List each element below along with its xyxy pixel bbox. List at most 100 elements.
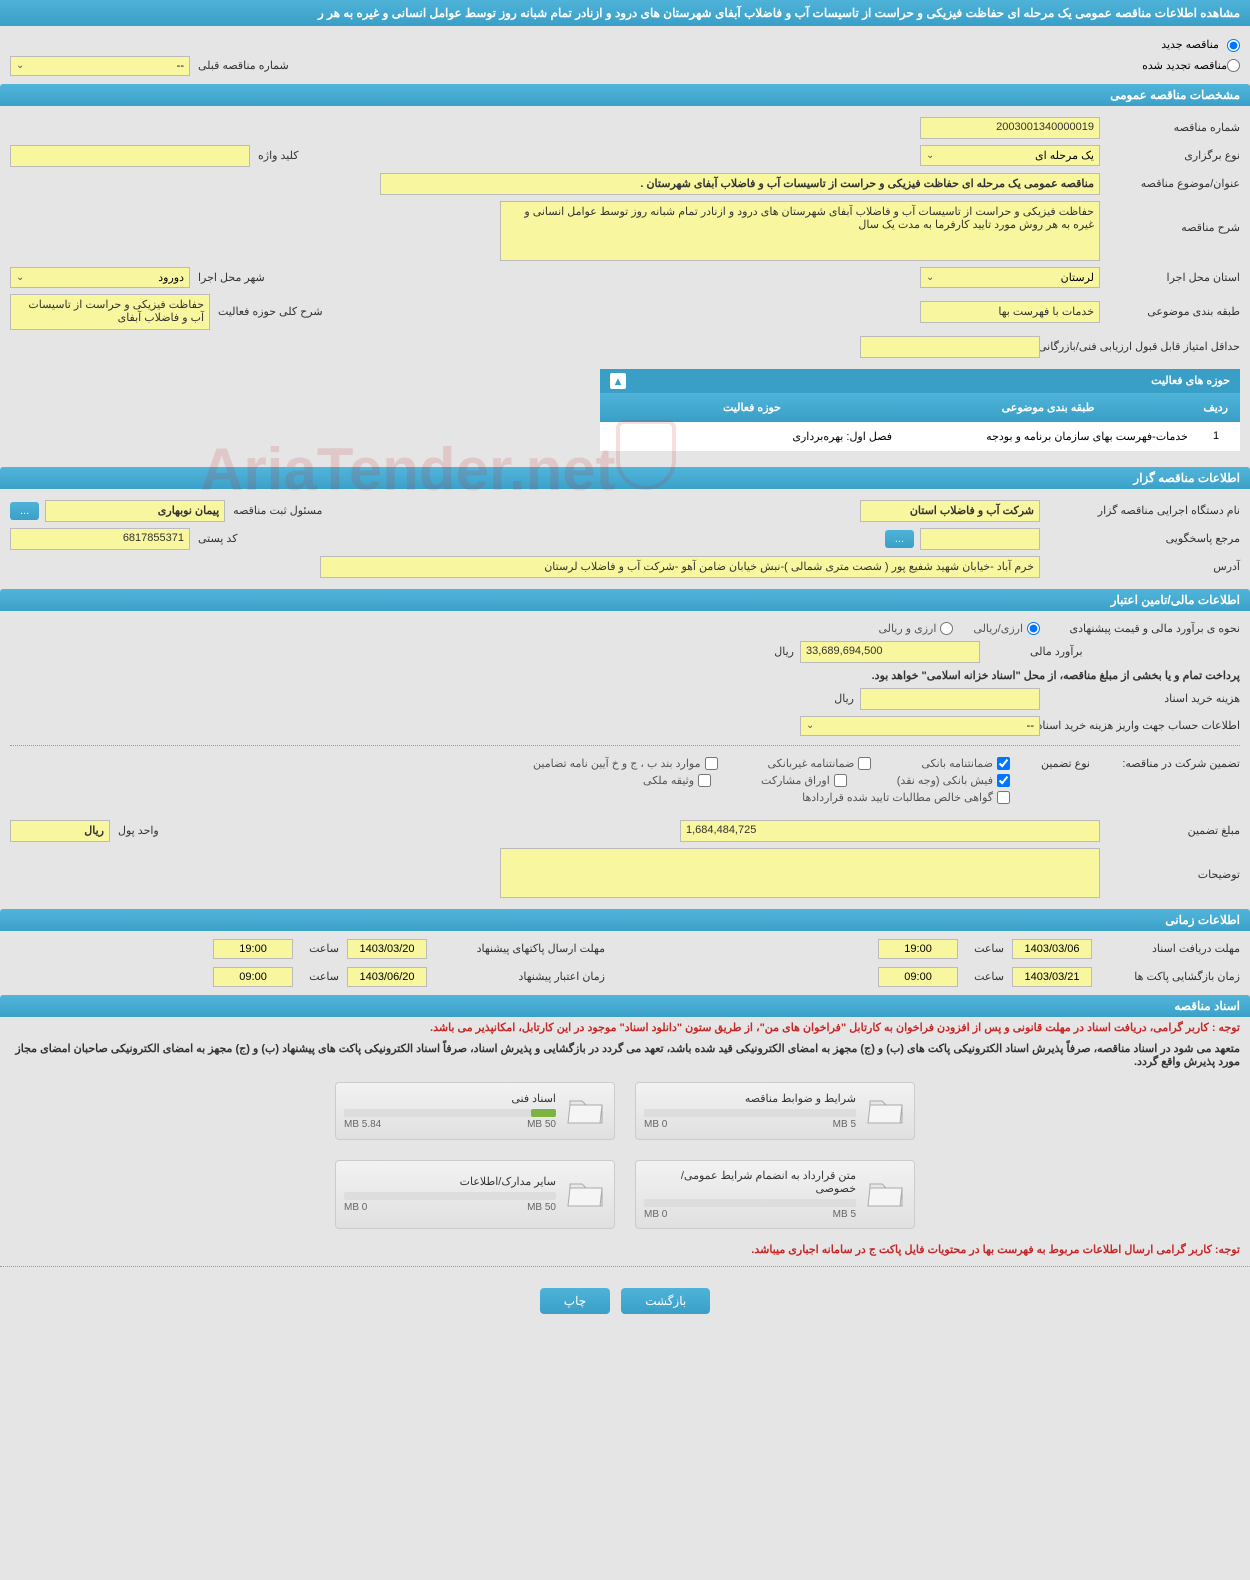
account-info-label: اطلاعات حساب جهت واریز هزینه خرید اسناد (1040, 719, 1240, 732)
file2-title: اسناد فنی (344, 1092, 556, 1105)
reg-officer-label: مسئول ثبت مناقصه (225, 504, 322, 517)
responder-more-button[interactable]: ... (885, 530, 914, 548)
minimize-icon[interactable]: ▴ (610, 373, 626, 389)
chevron-down-icon: ⌄ (16, 272, 24, 283)
send-time: 19:00 (213, 939, 293, 959)
province-dropdown[interactable]: لرستان ⌄ (920, 267, 1100, 288)
notice2: متعهد می شود در اسناد مناقصه، صرفاً پذیر… (0, 1038, 1250, 1072)
min-score-field[interactable] (860, 336, 1040, 358)
folder-icon (866, 1091, 906, 1131)
unit-field: ریال (10, 820, 110, 842)
org-name-field: شرکت آب و فاضلاب استان (860, 500, 1040, 522)
address-label: آدرس (1040, 560, 1240, 573)
guarantee-amount-label: مبلغ تضمین (1100, 824, 1240, 837)
file-card-other[interactable]: سایر مدارک/اطلاعات 50 MB0 MB (335, 1160, 615, 1229)
org-name-label: نام دستگاه اجرایی مناقصه گزار (1040, 504, 1240, 517)
cb-cases[interactable] (705, 757, 718, 770)
treasury-note: پرداخت تمام و یا بخشی از مبلغ مناقصه، از… (872, 669, 1240, 682)
tender-number-field: 2003001340000019 (920, 117, 1100, 139)
cb-securities[interactable] (834, 774, 847, 787)
timing-header: اطلاعات زمانی (0, 909, 1250, 931)
documents-header: اسناد مناقصه (0, 995, 1250, 1017)
col-category: طبقه بندی موضوعی (900, 397, 1196, 418)
chevron-down-icon: ⌄ (926, 150, 934, 161)
organizer-header: اطلاعات مناقصه گزار (0, 467, 1250, 489)
cb-bank-receipt[interactable] (997, 774, 1010, 787)
account-info-dropdown[interactable]: -- ⌄ (800, 716, 1040, 736)
validity-label: زمان اعتبار پیشنهاد (435, 970, 605, 983)
time-label-3: ساعت (966, 970, 1004, 983)
doc-price-unit: ریال (828, 692, 860, 705)
province-label: استان محل اجرا (1100, 271, 1240, 284)
renewal-tender-radio[interactable] (1227, 59, 1240, 72)
cb-contract-claims[interactable] (997, 791, 1010, 804)
postal-code-label: کد پستی (190, 532, 237, 545)
new-tender-label: مناقصه جدید (1161, 39, 1219, 51)
receive-deadline-label: مهلت دریافت اسناد (1100, 942, 1240, 955)
new-tender-radio[interactable] (1227, 39, 1240, 52)
cb-property[interactable] (698, 774, 711, 787)
receive-time: 19:00 (878, 939, 958, 959)
table-row: 1 خدمات-فهرست بهای سازمان برنامه و بودجه… (600, 422, 1240, 451)
keyword-field[interactable] (10, 145, 250, 167)
responder-label: مرجع پاسخگویی (1040, 532, 1240, 545)
prev-number-dropdown[interactable]: -- ⌄ (10, 56, 190, 76)
row-num: 1 (1196, 428, 1236, 445)
file4-used: 0 MB (344, 1202, 367, 1213)
file1-max: 5 MB (833, 1119, 856, 1130)
validity-date: 1403/06/20 (347, 967, 427, 987)
tender-number-label: شماره مناقصه (1100, 121, 1240, 134)
title-label: عنوان/موضوع مناقصه (1100, 177, 1240, 190)
participation-label: تضمین شرکت در مناقصه: (1090, 755, 1240, 770)
cb-bank-guarantee[interactable] (997, 757, 1010, 770)
folder-icon (566, 1174, 606, 1214)
postal-code-field: 6817855371 (10, 528, 190, 550)
time-label: ساعت (966, 942, 1004, 955)
reg-officer-field: پیمان نوبهاری (45, 500, 225, 522)
renewal-tender-label: مناقصه تجدید شده (1142, 59, 1227, 72)
validity-time: 09:00 (213, 967, 293, 987)
file3-used: 0 MB (644, 1209, 667, 1220)
folder-icon (566, 1091, 606, 1131)
folder-icon (866, 1174, 906, 1214)
more-button[interactable]: ... (10, 502, 39, 520)
file-card-technical[interactable]: اسناد فنی 50 MB5.84 MB (335, 1082, 615, 1140)
desc-label: شرح مناقصه (1100, 201, 1240, 234)
notes-field[interactable] (500, 848, 1100, 898)
file1-used: 0 MB (644, 1119, 667, 1130)
min-score-label: حداقل امتیاز قابل قبول ارزیابی فنی/بازرگ… (1040, 340, 1240, 353)
currency-radio[interactable] (940, 622, 953, 635)
guarantee-type-label: نوع تضمین (1010, 755, 1090, 770)
holding-type-dropdown[interactable]: یک مرحله ای ⌄ (920, 145, 1100, 166)
category-label: طبقه بندی موضوعی (1100, 305, 1240, 318)
activity-scope-field: حفاظت فیزیکی و حراست از تاسیسات آب و فاض… (10, 294, 210, 330)
desc-field: حفاظت فیزیکی و حراست از تاسیسات آب و فاض… (500, 201, 1100, 261)
activity-table-title: حوزه های فعالیت ▴ (600, 369, 1240, 393)
chevron-down-icon: ⌄ (16, 60, 24, 71)
opening-time: 09:00 (878, 967, 958, 987)
doc-price-field[interactable] (860, 688, 1040, 710)
file2-used: 5.84 MB (344, 1119, 381, 1130)
estimate-label: نحوه ی برآورد مالی و قیمت پیشنهادی (1040, 622, 1240, 635)
cb-nonbank-guarantee[interactable] (858, 757, 871, 770)
specs-header: مشخصات مناقصه عمومی (0, 84, 1250, 106)
responder-field[interactable] (920, 528, 1040, 550)
rial-radio[interactable] (1027, 622, 1040, 635)
file3-max: 5 MB (833, 1209, 856, 1220)
unit-label: واحد پول (110, 824, 159, 837)
title-field: مناقصه عمومی یک مرحله ای حفاظت فیزیکی و … (380, 173, 1100, 195)
city-label: شهر محل اجرا (190, 271, 265, 284)
page-title-bar: مشاهده اطلاعات مناقصه عمومی یک مرحله ای … (0, 0, 1250, 26)
file-card-conditions[interactable]: شرایط و ضوابط مناقصه 5 MB 0 MB (635, 1082, 915, 1140)
file3-title: متن قرارداد به انضمام شرایط عمومی/خصوصی (644, 1169, 856, 1195)
file-card-contract[interactable]: متن قرارداد به انضمام شرایط عمومی/خصوصی … (635, 1160, 915, 1229)
keyword-label: کلید واژه (250, 149, 298, 162)
notice1: توجه : کاربر گرامی، دریافت اسناد در مهلت… (0, 1017, 1250, 1038)
amount-field: 33,689,694,500 (800, 641, 980, 663)
currency-unit: ریال (768, 645, 800, 658)
file1-title: شرایط و ضوابط مناقصه (644, 1092, 856, 1105)
chevron-down-icon: ⌄ (806, 720, 814, 731)
print-button[interactable]: چاپ (540, 1288, 610, 1314)
back-button[interactable]: بازگشت (621, 1288, 710, 1314)
city-dropdown[interactable]: دورود ⌄ (10, 267, 190, 288)
